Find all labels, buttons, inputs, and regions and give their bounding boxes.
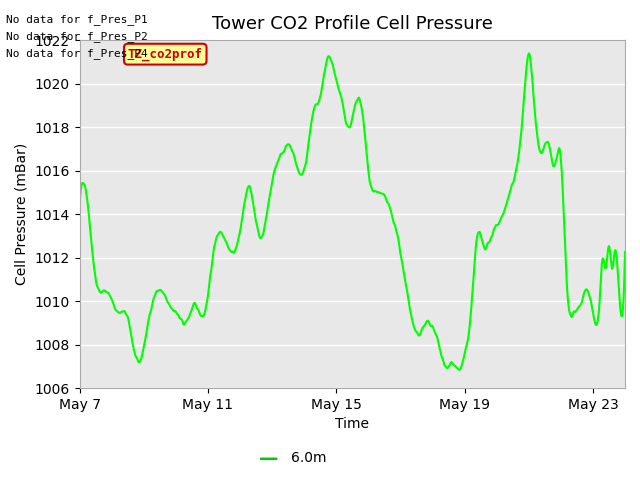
Text: No data for f_Pres_P1: No data for f_Pres_P1 [6,14,148,25]
Text: —: — [259,449,278,468]
Title: Tower CO2 Profile Cell Pressure: Tower CO2 Profile Cell Pressure [212,15,493,33]
Text: 6.0m: 6.0m [291,451,326,466]
Text: No data for f_Pres_P2: No data for f_Pres_P2 [6,31,148,42]
Text: No data for f_Pres_P4: No data for f_Pres_P4 [6,48,148,59]
X-axis label: Time: Time [335,418,369,432]
Y-axis label: Cell Pressure (mBar): Cell Pressure (mBar) [15,143,29,285]
Text: TZ_co2prof: TZ_co2prof [128,48,203,61]
